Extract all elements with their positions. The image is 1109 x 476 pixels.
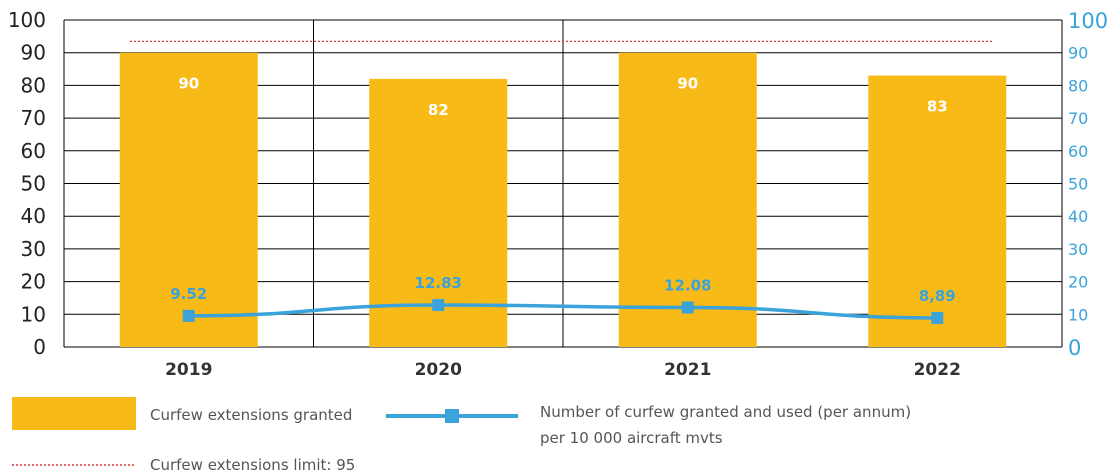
y-right-tick-label: 80	[1068, 76, 1088, 95]
x-tick-label: 2022	[914, 360, 961, 380]
y-left-tick-label: 50	[21, 172, 46, 196]
data-labels: 90 82 90 83 9.52 12.83 12.08 8,89	[170, 75, 956, 305]
y-left-tick-label: 0	[33, 335, 46, 359]
legend-limit-label: Curfew extensions limit: 95	[150, 456, 356, 474]
legend-line-swatch	[386, 409, 518, 423]
y-right-tick-label: 10	[1068, 305, 1088, 324]
y-right-tick-label: 100	[1068, 9, 1108, 33]
legend-bar-label: Curfew extensions granted	[150, 406, 353, 424]
y-right-tick-label: 20	[1068, 273, 1088, 292]
line-marker-2020	[432, 299, 445, 312]
y-left-tick-label: 100	[8, 8, 46, 32]
y-left-tick-label: 70	[21, 106, 46, 130]
y-right-tick-label: 50	[1068, 175, 1088, 194]
y-left-tick-label: 90	[21, 41, 46, 65]
line-marker-2022	[931, 311, 944, 324]
bar-value-label: 90	[677, 75, 698, 93]
line-value-label: 12.83	[415, 274, 462, 292]
y-right-tick-label: 30	[1068, 240, 1088, 259]
y-left-tick-label: 60	[21, 139, 46, 163]
y-right-tick-label: 90	[1068, 44, 1088, 63]
y-left-tick-label: 80	[21, 73, 46, 97]
bar-value-label: 82	[428, 101, 449, 119]
line-marker-2021	[681, 301, 694, 314]
bar-2019	[119, 52, 258, 347]
x-tick-label: 2021	[664, 360, 711, 380]
line-value-label: 8,89	[919, 287, 956, 305]
axes: 0 10 20 30 40 50 60 70 80 90 100 0 10 20 30 40 50 60 70 80 9…	[8, 8, 1108, 380]
y-left-tick-label: 30	[21, 237, 46, 261]
y-left-tick-label: 20	[21, 270, 46, 294]
line-value-label: 12.08	[664, 276, 711, 294]
legend-bar-swatch	[12, 397, 136, 430]
bar-value-label: 83	[927, 98, 948, 116]
bar-value-label: 90	[178, 75, 199, 93]
bar-2022	[868, 75, 1007, 347]
line-series	[182, 299, 944, 324]
x-tick-label: 2020	[415, 360, 462, 380]
line-value-label: 9.52	[170, 285, 207, 303]
y-left-tick-label: 40	[21, 204, 46, 228]
bar-2021	[618, 52, 757, 347]
bars	[119, 52, 1007, 348]
legend-line-label-1: Number of curfew granted and used (per a…	[540, 403, 912, 421]
y-right-tick-label: 70	[1068, 109, 1088, 128]
y-right-tick-label: 0	[1068, 336, 1081, 360]
line-marker-2019	[182, 309, 195, 322]
y-right-tick-label: 40	[1068, 207, 1088, 226]
line-path	[188, 303, 938, 320]
legend-line-label-2: per 10 000 aircraft mvts	[540, 429, 723, 447]
y-right-tick-label: 60	[1068, 142, 1088, 161]
y-left-tick-label: 10	[21, 302, 46, 326]
legend-limit-swatch	[12, 464, 136, 466]
x-tick-label: 2019	[165, 360, 212, 380]
